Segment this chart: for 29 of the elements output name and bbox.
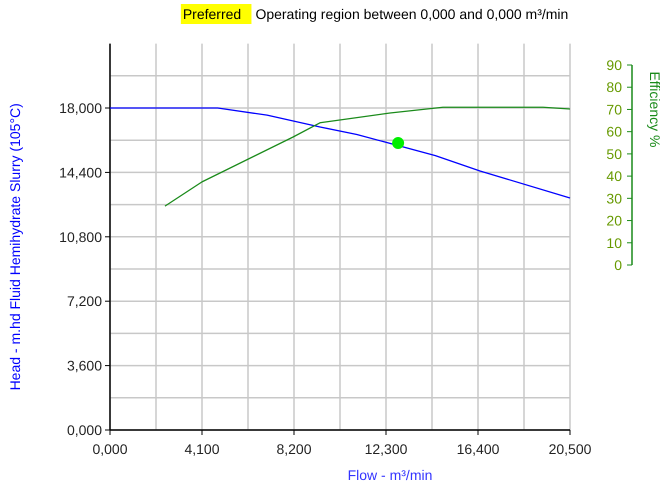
x-tick-label: 12,300 <box>364 441 408 457</box>
y-tick-label: 10,800 <box>59 228 102 245</box>
line-series <box>164 106 571 207</box>
y2-tick-label: 20 <box>606 212 622 229</box>
x-tick-label: 4,100 <box>184 441 220 457</box>
text: Preferred <box>182 6 242 22</box>
y2-tick-label: 30 <box>606 190 622 206</box>
x-tick-label: 16,400 <box>456 441 500 457</box>
x-axis-title: Flow - m³/min <box>348 467 432 483</box>
line-series <box>109 107 571 199</box>
y-tick-label: 18,000 <box>59 100 102 116</box>
x-tick-label: 20,500 <box>548 441 592 457</box>
y2-tick-label: 50 <box>606 146 622 162</box>
y-tick-label: 14,400 <box>59 164 102 180</box>
y2-axis-title: Efficiency % <box>647 71 660 148</box>
y2-tick-label: 60 <box>606 124 622 140</box>
y-tick-label: 0,000 <box>66 422 102 438</box>
y2-tick-label: 70 <box>606 101 622 118</box>
x-tick-label: 0,000 <box>92 441 128 457</box>
x-tick-label: 8,200 <box>276 441 312 457</box>
y2-tick-label: 80 <box>606 79 622 96</box>
y2-tick-label: 40 <box>606 168 622 184</box>
chart-title: Operating region between 0,000 and 0,000 m³/min <box>255 6 568 22</box>
y-tick-label: 7,200 <box>66 293 102 310</box>
y-tick-label: 3,600 <box>66 358 102 374</box>
y2-tick-label: 0 <box>614 257 622 273</box>
y-axis-title: Head - m.hd Fluid Hemihydrate Slurry (105°C) <box>7 103 23 390</box>
y2-tick-label: 90 <box>606 57 622 73</box>
y2-tick-label: 10 <box>606 234 622 251</box>
